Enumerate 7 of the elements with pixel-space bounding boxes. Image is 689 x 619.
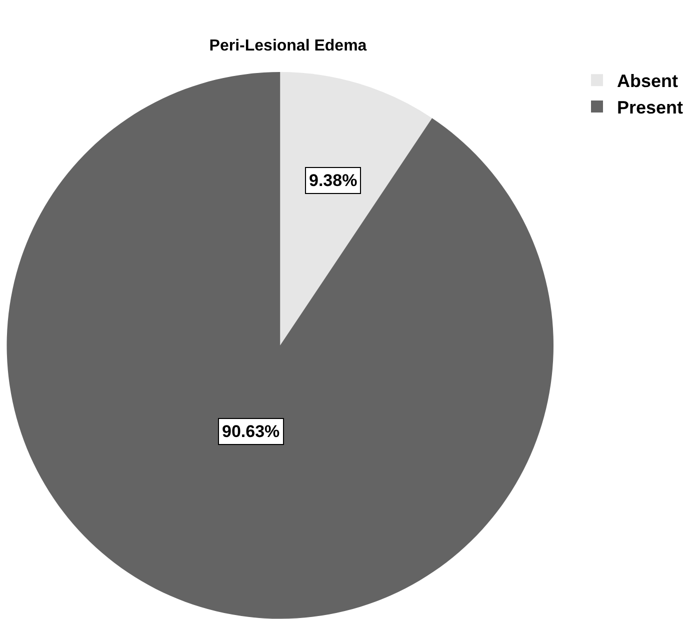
chart-title: Peri-Lesional Edema: [209, 38, 367, 55]
legend-label: Present: [617, 98, 684, 118]
pie-slice: [6, 72, 554, 619]
pie-slice: [280, 72, 432, 346]
legend-label: Absent: [617, 71, 678, 92]
data-label: 90.63%: [222, 422, 280, 441]
data-label: 9.38%: [309, 171, 358, 190]
